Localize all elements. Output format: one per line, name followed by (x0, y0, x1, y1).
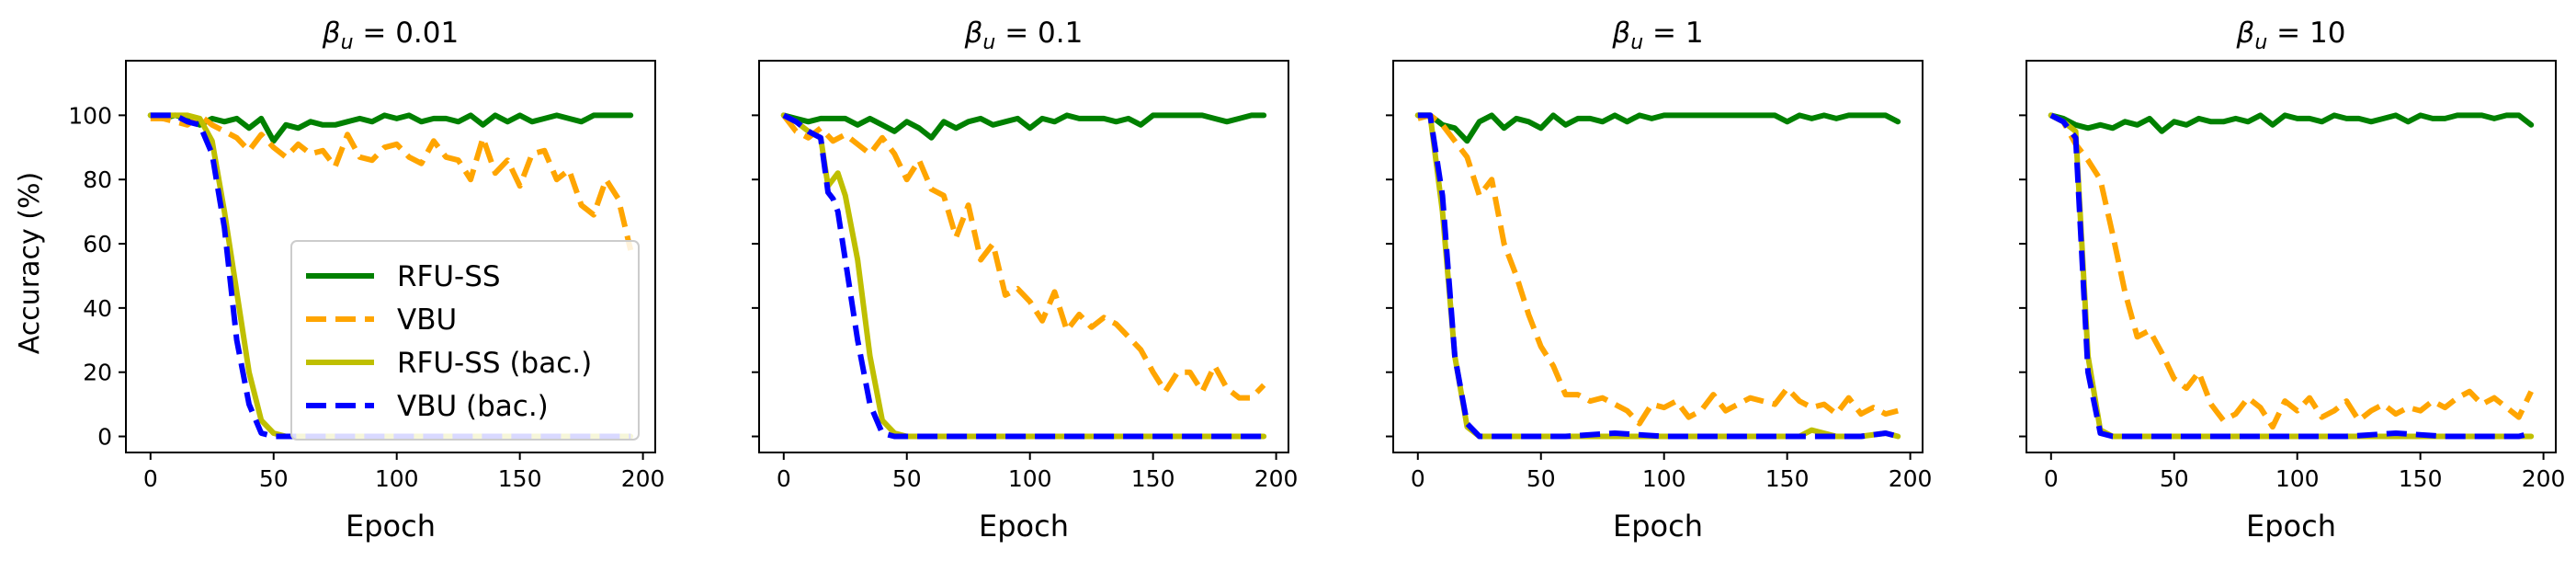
title-subscript: u (2254, 31, 2267, 54)
x-tick-label: 50 (892, 465, 922, 492)
x-tick-label: 200 (1254, 465, 1299, 492)
series-line-vbu (1417, 112, 1899, 427)
series-line-rfu-ss-bac (1414, 112, 1901, 440)
series-group (780, 112, 1267, 440)
legend: RFU-SS VBU RFU-SS (bac.) VBU (bac.) (290, 240, 640, 441)
series-line-vbu-bac (782, 112, 1265, 440)
x-axis-label: Epoch (1613, 509, 1703, 544)
plot-frame (758, 60, 1289, 453)
x-tick-label: 150 (2399, 465, 2443, 492)
x-tick-label: 100 (2275, 465, 2320, 492)
title-subscript: u (341, 31, 354, 54)
y-tick-label: 80 (83, 166, 112, 193)
panel-title: βu = 10 (2236, 17, 2346, 54)
title-value: = 0.01 (354, 17, 460, 50)
x-tick-label: 150 (1131, 465, 1175, 492)
legend-label: RFU-SS (397, 260, 501, 293)
title-value: = 1 (1643, 17, 1703, 50)
series-group (1414, 112, 1901, 440)
panel-2: βu = 0.1 0 50 100 150 200 Epoch (752, 17, 1298, 544)
title-value: = 10 (2267, 17, 2345, 50)
series-group (2048, 112, 2535, 440)
x-tick-label: 50 (2160, 465, 2189, 492)
x-tick-label: 150 (1765, 465, 1810, 492)
panel-title: βu = 0.01 (322, 17, 459, 54)
x-tick-label: 200 (2522, 465, 2566, 492)
title-value: = 0.1 (995, 17, 1083, 50)
title-symbol: β (322, 17, 341, 50)
legend-label: VBU (bac.) (397, 390, 549, 423)
series-line-rfu-ss-bac (780, 112, 1267, 440)
panel-1: βu = 0.01 0 50 100 150 200 Epoch 0 20 40 60 80 100 RF… (68, 17, 664, 544)
x-tick-label: 150 (498, 465, 542, 492)
legend-label: RFU-SS (bac.) (397, 347, 592, 380)
y-tick-label: 0 (97, 424, 112, 451)
title-symbol: β (2236, 17, 2255, 50)
y-tick-label: 40 (83, 295, 112, 322)
x-tick-label: 50 (259, 465, 289, 492)
series-line-vbu-bac (1417, 112, 1899, 440)
y-tick-label: 100 (68, 102, 112, 129)
panels: βu = 0.010 50 100 150 200Epoch020406080100RF… (68, 17, 2565, 544)
x-tick-label: 100 (375, 465, 419, 492)
panel-title: βu = 1 (1611, 17, 1703, 54)
y-tick-label: 60 (83, 231, 112, 258)
title-subscript: u (1630, 31, 1643, 54)
series-line-rfu-ss (780, 112, 1267, 141)
plot-frame (125, 60, 656, 453)
x-tick-label: 0 (777, 465, 791, 492)
x-axis-label: Epoch (2246, 509, 2336, 544)
plot-frame (1392, 60, 1923, 453)
series-line-vbu (2049, 112, 2534, 430)
series-line-rfu-ss (1414, 112, 1901, 144)
x-axis-label: Epoch (979, 509, 1069, 544)
plot-frame (2026, 60, 2557, 453)
x-tick-label: 200 (1889, 465, 1933, 492)
x-tick-label: 200 (621, 465, 665, 492)
panel-4: βu = 10 0 50 100 150 200 Epoch (2019, 17, 2565, 544)
series-line-rfu-ss (147, 112, 634, 144)
x-tick-label: 50 (1526, 465, 1556, 492)
x-tick-label: 0 (1411, 465, 1425, 492)
legend-box (290, 240, 640, 441)
title-symbol: β (964, 17, 983, 50)
legend-label: VBU (397, 303, 457, 337)
panel-title: βu = 0.1 (964, 17, 1084, 54)
title-symbol: β (1611, 17, 1630, 50)
title-subscript: u (982, 31, 995, 54)
series-line-rfu-ss (2048, 112, 2535, 134)
x-tick-label: 0 (2044, 465, 2059, 492)
series-line-vbu (150, 112, 634, 251)
panel-3: βu = 1 0 50 100 150 200 Epoch (1386, 17, 1932, 544)
x-axis-label: Epoch (346, 509, 436, 544)
y-tick-label: 20 (83, 360, 112, 386)
x-tick-label: 0 (143, 465, 158, 492)
x-tick-label: 100 (1008, 465, 1052, 492)
series-line-vbu-bac (2049, 112, 2532, 440)
y-axis-label: Accuracy (%) (14, 172, 46, 354)
series-line-vbu (781, 113, 1266, 401)
x-tick-label: 100 (1642, 465, 1686, 492)
